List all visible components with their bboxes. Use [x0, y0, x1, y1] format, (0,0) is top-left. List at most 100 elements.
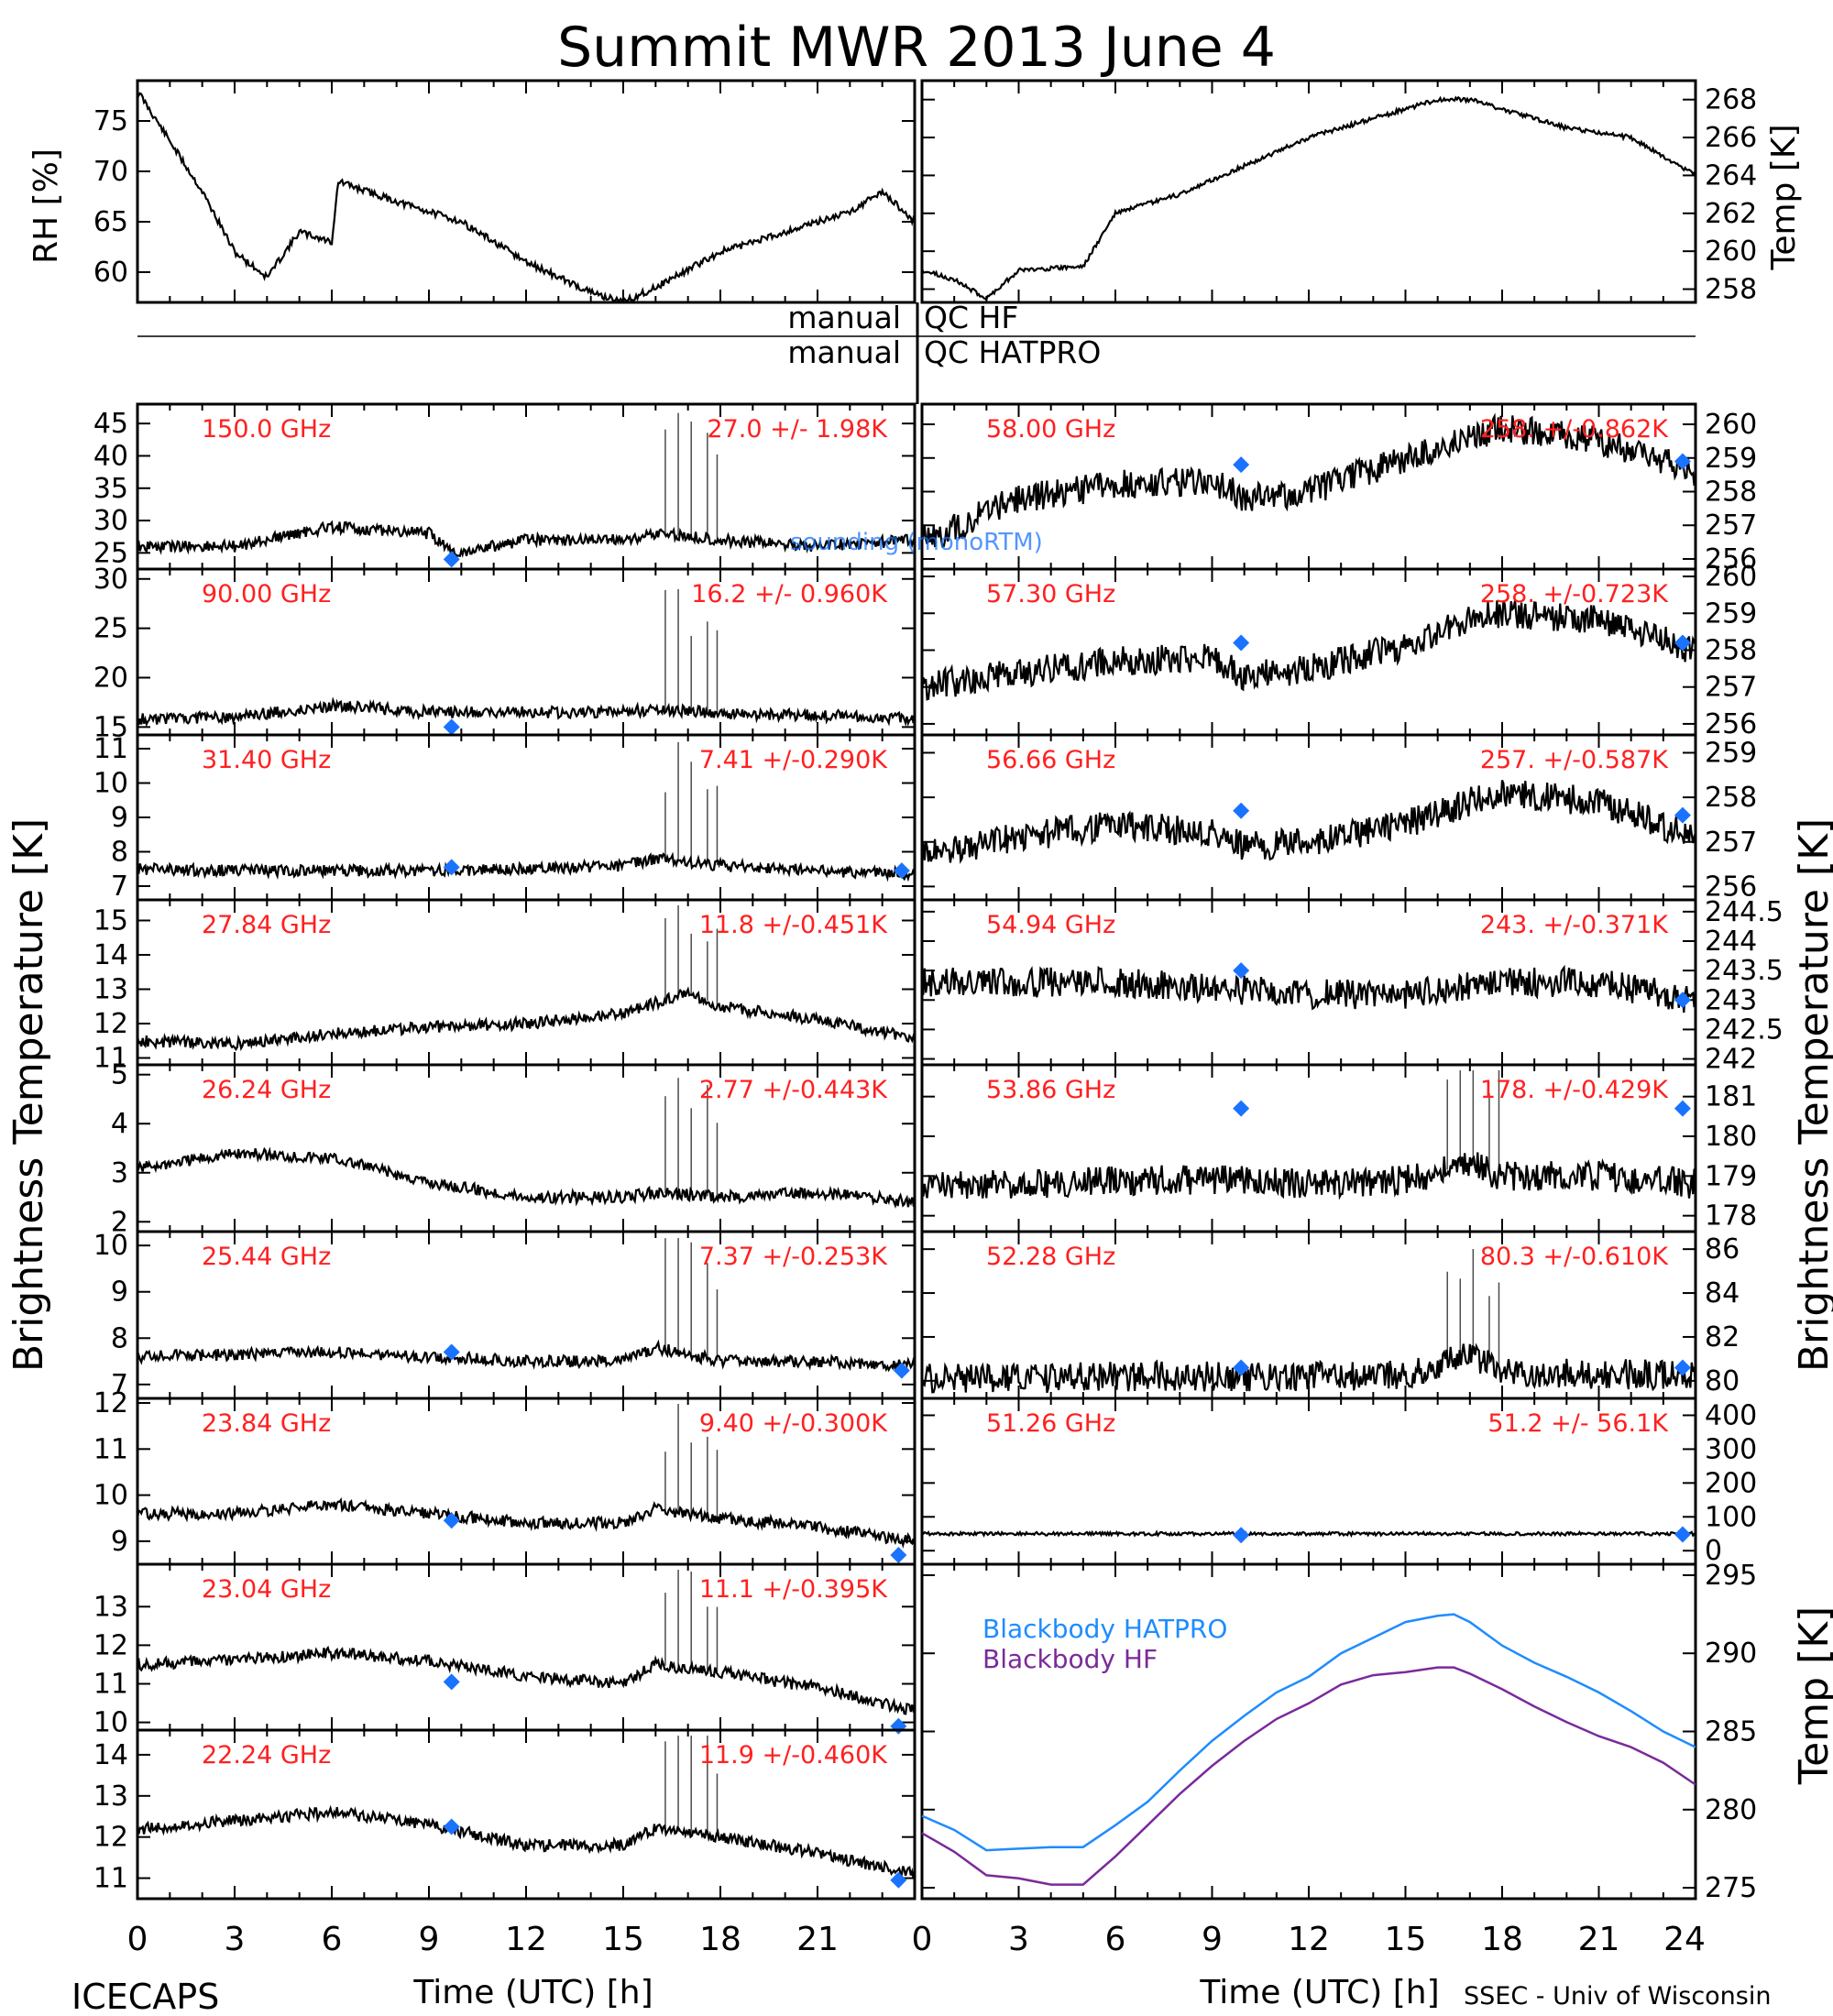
bt-left-panel-2-stats-label: 7.41 +/-0.290K	[699, 746, 888, 774]
bt-left-panel-2-sounding-marker	[443, 859, 460, 876]
bt-right-panel-4-ytick-label: 178	[1705, 1200, 1757, 1233]
bt-left-panel-0-ytick-label: 30	[93, 505, 128, 537]
bt-right-panel-4-freq-label: 53.86 GHz	[986, 1076, 1115, 1104]
bt-right-panel-1-stats-label: 258. +/-0.723K	[1480, 580, 1669, 608]
bt-left-panel-8-ytick-label: 12	[93, 1822, 128, 1854]
bt-right-panel-2-sounding-marker	[1674, 806, 1691, 824]
bt-left-panel-0-sounding-marker	[443, 551, 460, 568]
bt-right-panel-4-trace	[920, 1152, 1697, 1200]
bt-left-panel-7-sounding-marker	[890, 1717, 907, 1735]
bt-right-panel-6-trace	[921, 1529, 1696, 1539]
sounding-overlay-label: sounding (monoRTM)	[790, 529, 1043, 556]
bt-right-panel-1-freq-label: 57.30 GHz	[986, 580, 1115, 608]
bt-left-panel-7-ytick-label: 11	[93, 1668, 128, 1700]
bt-right-panel-6-ytick-label: 0	[1705, 1535, 1722, 1567]
bt-right-panel-3-sounding-marker	[1233, 962, 1250, 980]
bt-right-panel-6-stats-label: 51.2 +/- 56.1K	[1487, 1409, 1669, 1438]
bt-right-panel-5-freq-label: 52.28 GHz	[986, 1243, 1115, 1271]
bt-left-panel-7-ytick-label: 10	[93, 1707, 128, 1739]
bt-left-panel-8-freq-label: 22.24 GHz	[202, 1741, 331, 1769]
bt-right-panel-2-stats-label: 257. +/-0.587K	[1480, 746, 1669, 774]
bt-right-panel-4-stats-label: 178. +/-0.429K	[1480, 1076, 1669, 1104]
bt-right-panel-2-ytick-label: 257	[1705, 827, 1757, 859]
bt-right-panel-0-sounding-marker	[1233, 456, 1250, 474]
x-tick-left-18: 18	[699, 1921, 741, 1958]
bt-right-panel-2-ytick-label: 256	[1705, 871, 1757, 903]
temp-panel-ytick-label: 260	[1705, 236, 1757, 268]
temp-panel-ytick-label: 268	[1705, 84, 1757, 116]
bt-left-panel-3-freq-label: 27.84 GHz	[202, 911, 331, 939]
bt-right-panel-4-ytick-label: 179	[1705, 1160, 1757, 1192]
bt-right-panel-2-ytick-label: 259	[1705, 737, 1757, 769]
bt-left-panel-8-sounding-marker	[890, 1871, 907, 1889]
rh-panel-ytick-label: 75	[93, 105, 128, 137]
bt-left-panel-6-ytick-label: 12	[93, 1387, 128, 1419]
bt-right-panel-5-ytick-label: 84	[1705, 1277, 1740, 1309]
bt-left-panel-0-ytick-label: 35	[93, 473, 128, 505]
rh-panel-ytick-label: 65	[93, 206, 128, 238]
bt-left-panel-2-freq-label: 31.40 GHz	[202, 746, 331, 774]
qc-manual-2: manual	[787, 334, 901, 370]
bt-right-panel-6-ytick-label: 300	[1705, 1433, 1757, 1465]
bt-right-panel-6-ytick-label: 400	[1705, 1399, 1757, 1431]
bt-left-panel-5-sounding-marker	[443, 1343, 460, 1361]
bt-left-panel-7-ytick-label: 12	[93, 1629, 128, 1661]
bt-right-panel-5-trace	[920, 1342, 1697, 1394]
bt-right-panel-3-stats-label: 243. +/-0.371K	[1480, 911, 1669, 939]
bt-right-panel-0-ytick-label: 260	[1705, 409, 1757, 441]
bt-left-panel-4-trace	[137, 1146, 916, 1210]
rh-axis-label: RH [%]	[27, 148, 65, 264]
bt-right-panel-5-sounding-marker	[1674, 1359, 1691, 1376]
bt-left-panel-4-ytick-label: 4	[111, 1108, 128, 1140]
bt-left-panel-3-ytick-label: 13	[93, 974, 128, 1006]
bt-right-panel-0-trace	[921, 412, 1697, 548]
bt-left-panel-3-ytick-label: 14	[93, 939, 128, 971]
bt-left-panel-3-ytick-label: 12	[93, 1008, 128, 1040]
blackbody-panel-ytick-label: 275	[1705, 1872, 1757, 1904]
bt-left-panel-0-stats-label: 27.0 +/- 1.98K	[707, 415, 888, 444]
bt-left-panel-6-ytick-label: 11	[93, 1433, 128, 1465]
bt-left-panel-2-ytick-label: 11	[93, 733, 128, 765]
bt-left-panel-3-ytick-label: 15	[93, 905, 128, 937]
bt-left-panel-6-trace	[136, 1496, 916, 1549]
bt-right-panel-0-freq-label: 58.00 GHz	[986, 415, 1115, 444]
temp-panel-ytick-label: 258	[1705, 274, 1757, 306]
bt-right-panel-1-ytick-label: 257	[1705, 672, 1757, 704]
footer-icecaps: ICECAPS	[71, 1977, 219, 2016]
temp-top-axis-label: Temp [K]	[1765, 124, 1803, 270]
bt-left-panel-3-ytick-label: 11	[93, 1043, 128, 1075]
blackbody-panel-ytick-label: 290	[1705, 1638, 1757, 1670]
bt-left-panel-2-ytick-label: 9	[111, 802, 128, 834]
bt-left-panel-5-stats-label: 7.37 +/-0.253K	[699, 1243, 888, 1271]
bt-left-panel-8-sounding-marker	[443, 1818, 460, 1835]
bt-left-panel-7-freq-label: 23.04 GHz	[202, 1575, 331, 1604]
bt-left-panel-1-ytick-label: 30	[93, 564, 128, 596]
bt-left-panel-1-ytick-label: 15	[93, 711, 128, 743]
rh-panel-trace	[136, 91, 916, 302]
bt-right-panel-3-ytick-label: 244.5	[1705, 896, 1784, 928]
bt-left-panel-4-ytick-label: 3	[111, 1157, 128, 1189]
bt-right-panel-2-sounding-marker	[1233, 802, 1250, 819]
bt-left-panel-0-trace	[137, 520, 916, 559]
blackbody-legend-0: Blackbody HATPRO	[982, 1614, 1227, 1644]
bt-left-panel-1-ytick-label: 20	[93, 663, 128, 695]
bt-right-panel-1-trace	[920, 599, 1697, 701]
bt-right-panel-2-ytick-label: 258	[1705, 782, 1757, 814]
x-tick-right-12: 12	[1288, 1921, 1330, 1958]
bt-left-panel-4-ytick-label: 2	[111, 1206, 128, 1238]
bt-left-panel-6-ytick-label: 10	[93, 1480, 128, 1512]
x-tick-left-9: 9	[419, 1921, 440, 1958]
x-tick-right-9: 9	[1202, 1921, 1223, 1958]
x-tick-left-15: 15	[602, 1921, 644, 1958]
rh-panel-ytick-label: 60	[93, 257, 128, 289]
blackbody-panel-ytick-label: 285	[1705, 1716, 1757, 1748]
blackbody-series-1	[921, 1666, 1696, 1886]
bt-right-panel-6-sounding-marker	[1233, 1527, 1250, 1544]
x-tick-left-3: 3	[225, 1921, 246, 1958]
bt-right-panel-2-trace	[920, 779, 1696, 864]
bt-left-panel-0-ytick-label: 25	[93, 537, 128, 569]
bt-left-panel-6-stats-label: 9.40 +/-0.300K	[699, 1409, 888, 1438]
bt-right-panel-0-ytick-label: 257	[1705, 509, 1757, 542]
bt-left-panel-8-trace	[136, 1804, 916, 1879]
